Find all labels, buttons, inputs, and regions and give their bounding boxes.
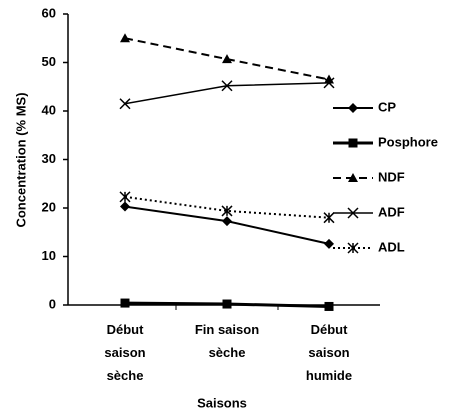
marker-shape [323, 77, 335, 89]
marker-shape [348, 138, 358, 148]
marker [222, 54, 232, 64]
marker-shape [120, 201, 130, 212]
marker-shape [347, 207, 359, 219]
y-tick-label: 10 [42, 248, 56, 263]
marker [222, 299, 232, 309]
marker-shape [120, 33, 130, 43]
legend-label: CP [378, 99, 396, 114]
marker [347, 207, 359, 219]
marker [221, 205, 233, 217]
y-tick-label: 60 [42, 5, 56, 20]
marker [119, 98, 131, 110]
y-tick-label: 20 [42, 199, 56, 214]
y-axis-label: Concentration (% MS) [13, 92, 28, 227]
marker [324, 301, 334, 311]
y-tick-label: 50 [42, 54, 56, 69]
marker [120, 298, 130, 308]
legend-label: Posphore [378, 134, 438, 149]
marker [120, 33, 130, 43]
marker [323, 212, 335, 224]
y-tick-label: 40 [42, 102, 56, 117]
marker-shape [120, 298, 130, 308]
marker-shape [222, 54, 232, 64]
x-tick-label: Début saison humide [305, 322, 353, 383]
marker [324, 238, 334, 249]
marker [119, 191, 131, 203]
marker-shape [119, 191, 131, 203]
marker-shape [348, 173, 358, 182]
marker-shape [324, 301, 334, 311]
marker [348, 138, 358, 148]
marker [348, 103, 358, 113]
marker-shape [347, 242, 359, 254]
marker [221, 80, 233, 92]
y-tick-label: 30 [42, 151, 56, 166]
marker [323, 77, 335, 89]
legend-label: NDF [378, 169, 405, 184]
marker-shape [324, 238, 334, 249]
marker [347, 242, 359, 254]
legend-label: ADL [378, 239, 405, 254]
x-tick-label: Début saison sèche [104, 322, 146, 383]
marker-shape [119, 98, 131, 110]
marker-shape [348, 103, 358, 113]
x-axis-label: Saisons [197, 395, 247, 410]
y-tick-label: 0 [49, 296, 56, 311]
marker-shape [222, 216, 232, 227]
marker-shape [221, 80, 233, 92]
marker [222, 216, 232, 227]
legend-label: ADF [378, 204, 405, 219]
marker-shape [221, 205, 233, 217]
marker [348, 173, 358, 182]
marker-shape [222, 299, 232, 309]
x-tick-label: Fin saison sèche [194, 322, 260, 360]
marker [120, 201, 130, 212]
marker-shape [323, 212, 335, 224]
series-line [124, 195, 330, 219]
